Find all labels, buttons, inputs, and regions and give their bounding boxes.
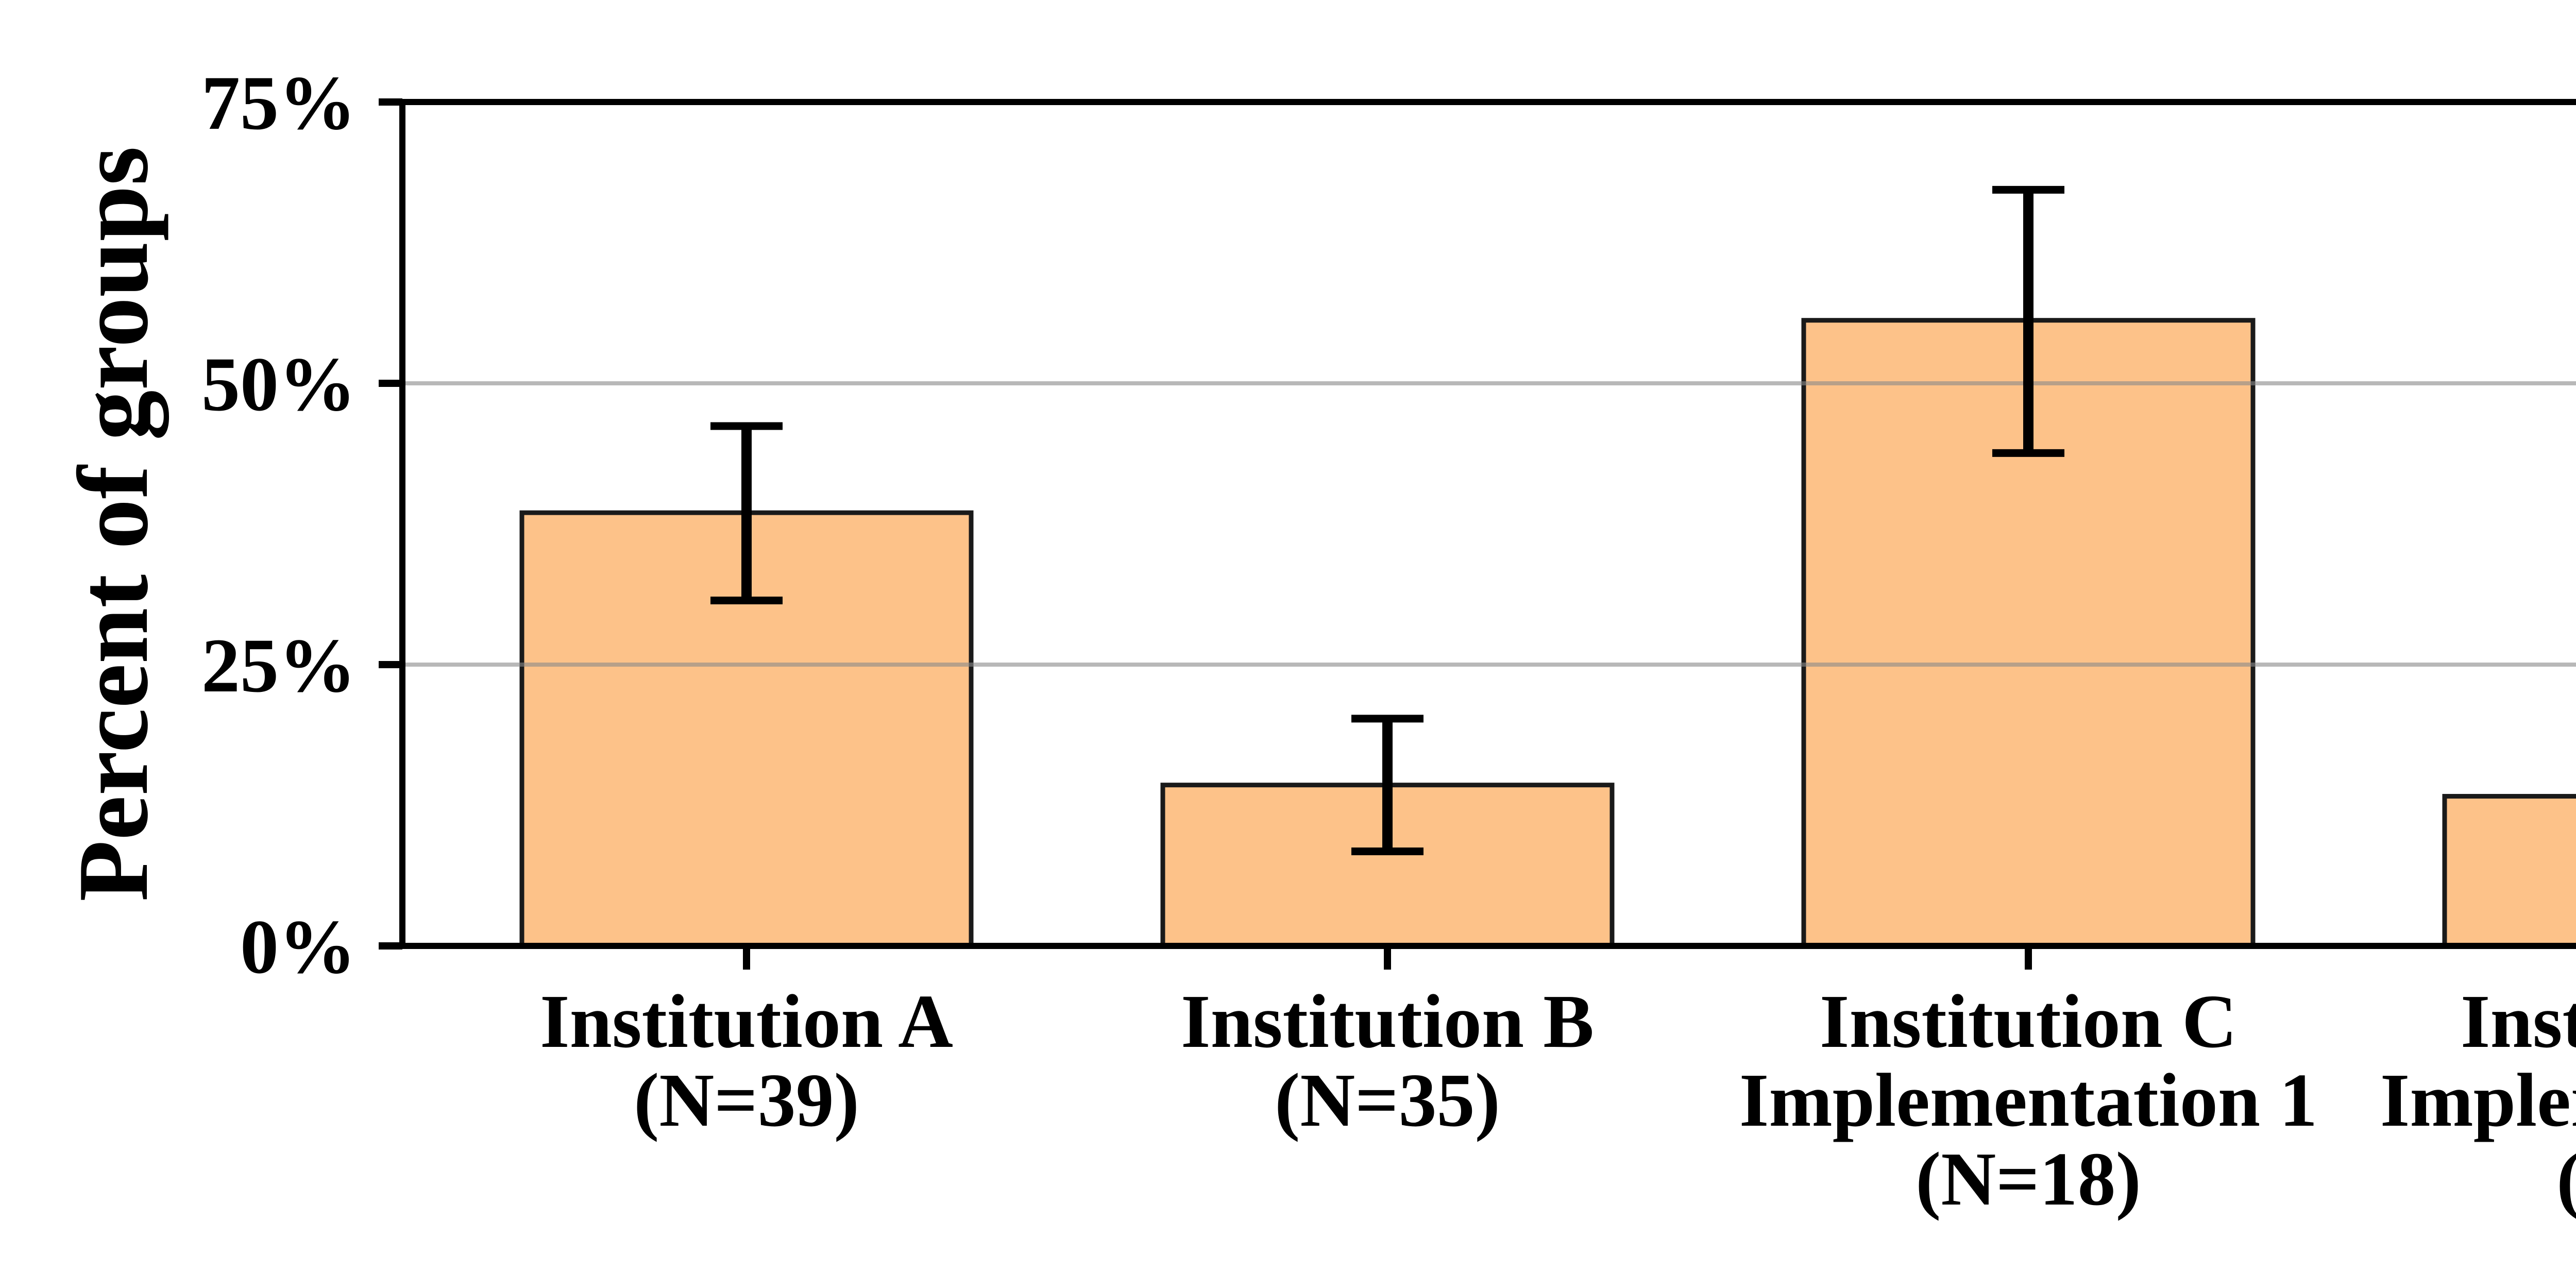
y-tick-label: 25% (201, 623, 356, 708)
x-tick-label-line: Institution B (1181, 979, 1594, 1064)
x-tick-label-line: Institution C (2461, 979, 2576, 1064)
x-tick-label-line: (N=35) (1275, 1058, 1500, 1143)
x-tick-label-line: (N=15) (2556, 1137, 2576, 1222)
y-tick-label: 0% (240, 904, 356, 990)
x-tick-label: Institution A (N=39) (540, 979, 953, 1143)
x-tick-label-line: (N=39) (634, 1058, 859, 1143)
x-tick-label-line: (N=18) (1916, 1137, 2141, 1222)
y-tick-label: 50% (201, 342, 356, 427)
x-tick-label-line: Institution C (1820, 979, 2237, 1064)
x-tick-label-line: Implementation 2 (2380, 1058, 2576, 1143)
y-axis-label: Percent of groups (58, 146, 169, 902)
x-tick-label-line: Institution A (540, 979, 953, 1064)
x-tick-label: Institution B (N=35) (1181, 979, 1594, 1143)
x-tick-label: Institution C Implementation 1 (N=18) (1739, 979, 2317, 1222)
y-tick-label: 75% (201, 60, 356, 146)
x-tick-label-line: Implementation 1 (1739, 1058, 2317, 1143)
bar (2442, 794, 2576, 948)
plot-border (399, 99, 2576, 949)
